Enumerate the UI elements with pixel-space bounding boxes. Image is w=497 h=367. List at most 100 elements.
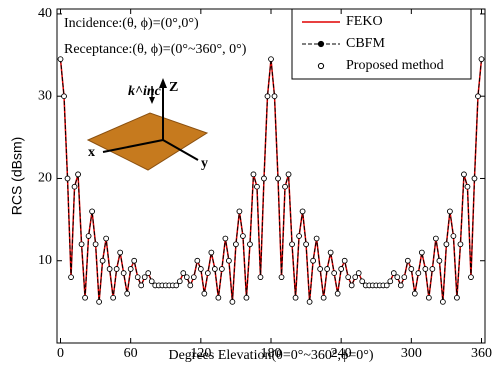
- inset: k^inc Z x y: [86, 78, 209, 171]
- data-point: [194, 257, 201, 264]
- data-point: [57, 56, 64, 62]
- data-point: [285, 171, 292, 178]
- arrow-head: [159, 78, 167, 88]
- k-label: k^inc: [128, 84, 162, 99]
- data-point: [289, 241, 295, 248]
- data-point: [327, 249, 334, 256]
- x-tick-label: 180: [261, 346, 282, 361]
- data-point: [148, 278, 155, 285]
- data-point: [468, 274, 474, 280]
- legend-label: Proposed method: [346, 58, 444, 73]
- data-point: [436, 257, 443, 264]
- data-point: [359, 278, 366, 285]
- data-point: [275, 175, 281, 182]
- x-tick-label: 240: [331, 346, 352, 361]
- data-point: [205, 270, 211, 276]
- data-point: [348, 282, 355, 289]
- data-point: [226, 257, 232, 264]
- data-point: [71, 183, 78, 190]
- data-point: [103, 235, 109, 242]
- data-point: [131, 257, 137, 264]
- data-point: [75, 171, 81, 178]
- data-point: [215, 294, 222, 301]
- data-point: [317, 266, 323, 272]
- data-point: [352, 274, 358, 280]
- data-point: [320, 294, 327, 301]
- x-tick-label: 0: [57, 346, 64, 361]
- data-point: [82, 294, 88, 301]
- y-axis-title: RCS (dBsm): [9, 137, 25, 216]
- y-label-inset: y: [201, 156, 208, 171]
- data-point: [247, 241, 253, 248]
- data-point: [99, 257, 106, 264]
- data-point: [408, 266, 415, 272]
- data-point: [292, 294, 299, 301]
- legend-label: CBFM: [346, 36, 385, 51]
- data-point: [282, 183, 288, 190]
- data-point: [250, 171, 257, 178]
- data-point: [296, 233, 302, 239]
- data-point: [180, 270, 187, 276]
- data-point: [405, 257, 411, 264]
- data-point: [233, 241, 239, 248]
- x-tick-label: 300: [401, 346, 422, 361]
- data-point: [478, 56, 485, 62]
- data-point: [261, 175, 267, 182]
- data-point: [447, 208, 453, 215]
- data-point: [461, 171, 467, 178]
- data-point: [338, 266, 344, 272]
- data-point: [184, 274, 190, 280]
- data-point: [222, 235, 229, 242]
- data-point: [426, 294, 432, 301]
- annotation: Receptance:(θ, ϕ)=(0°~360°, 0°): [64, 42, 247, 57]
- data-point: [124, 290, 130, 297]
- x-label-inset: x: [88, 145, 95, 160]
- data-point: [398, 282, 404, 289]
- x-tick-label: 60: [124, 346, 138, 361]
- data-point: [390, 270, 397, 276]
- data-point: [138, 282, 144, 289]
- data-point: [443, 241, 450, 248]
- data-point: [331, 270, 337, 276]
- data-point: [341, 257, 348, 264]
- data-point: [236, 208, 243, 215]
- series-line: [59, 59, 483, 302]
- data-point: [201, 290, 208, 297]
- data-point: [191, 274, 197, 280]
- data-point: [257, 274, 264, 280]
- data-point: [96, 299, 102, 305]
- data-point: [113, 266, 120, 272]
- data-point: [85, 233, 92, 239]
- data-point: [303, 241, 309, 248]
- data-point: [219, 266, 225, 272]
- data-point: [278, 274, 285, 280]
- data-point: [345, 274, 351, 280]
- data-point: [401, 274, 408, 280]
- plate: [86, 112, 209, 171]
- y-tick-label: 20: [38, 171, 52, 186]
- data-point: [243, 294, 250, 301]
- data-point: [415, 270, 422, 276]
- data-point: [324, 266, 330, 272]
- data-point: [422, 266, 429, 272]
- data-point: [387, 278, 394, 285]
- data-point: [313, 235, 320, 242]
- data-point: [134, 274, 141, 280]
- z-label: Z: [169, 80, 178, 95]
- data-point: [457, 241, 464, 248]
- data-point: [254, 183, 260, 190]
- data-point: [429, 266, 436, 272]
- y-tick-label: 40: [38, 6, 52, 21]
- data-point: [310, 257, 316, 264]
- data-point: [440, 299, 446, 305]
- data-point: [271, 93, 278, 100]
- legend-swatch: [317, 40, 325, 48]
- data-point: [208, 249, 215, 256]
- data-point: [212, 266, 218, 272]
- y-tick-label: 30: [38, 88, 52, 103]
- arrow-head: [149, 97, 155, 104]
- y-tick-label: 10: [38, 253, 52, 268]
- data-point: [89, 208, 95, 215]
- data-point: [355, 270, 362, 276]
- legend-swatch: [317, 62, 325, 70]
